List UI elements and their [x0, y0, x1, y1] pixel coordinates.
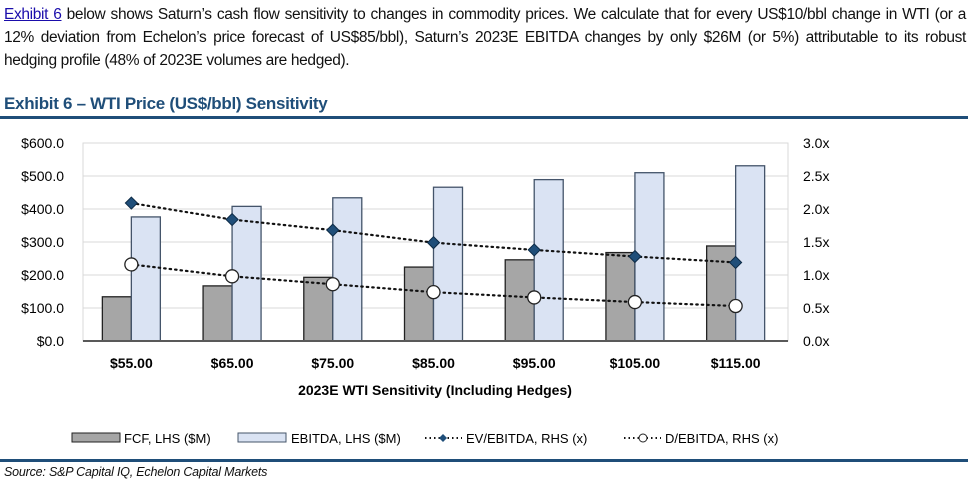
- ebitda-bar: [533, 178, 564, 342]
- y2-tick-label: 2.5x: [803, 168, 829, 184]
- y2-tick-label: 3.0x: [803, 135, 829, 151]
- x-tick-label: $65.00: [211, 355, 254, 371]
- exhibit-link[interactable]: Exhibit 6: [4, 6, 62, 23]
- bottom-rule: [0, 459, 968, 462]
- ev-ebitda-marker: [527, 243, 541, 257]
- y2-tick-label: 1.0x: [803, 267, 829, 283]
- ebitda-bar: [332, 197, 363, 342]
- x-tick-label: $55.00: [110, 355, 153, 371]
- x-axis-label: 2023E WTI Sensitivity (Including Hedges): [298, 382, 572, 398]
- d-ebitda-marker: [527, 290, 542, 305]
- legend-ev-marker: [439, 434, 447, 442]
- d-ebitda-marker: [728, 298, 743, 314]
- x-tick-label: $105.00: [610, 355, 661, 371]
- x-tick-label: $95.00: [513, 355, 556, 371]
- d-ebitda-marker: [426, 285, 441, 300]
- ev-ebitda-marker: [225, 212, 239, 227]
- y2-tick-label: 0.5x: [803, 300, 829, 316]
- ev-ebitda-marker: [628, 249, 642, 264]
- exhibit-title: Exhibit 6 – WTI Price (US$/bbl) Sensitiv…: [4, 94, 328, 113]
- d-ebitda-marker: [627, 294, 643, 310]
- y-tick-label: $100.0: [21, 300, 64, 316]
- y-tick-label: $200.0: [21, 267, 64, 283]
- y2-tick-label: 1.5x: [803, 234, 829, 250]
- y-tick-label: $600.0: [21, 135, 64, 151]
- d-ebitda-marker: [325, 277, 340, 292]
- ev-ebitda-marker: [124, 196, 139, 210]
- y2-tick-label: 0.0x: [803, 333, 829, 349]
- legend-ebitda-label: EBITDA, LHS ($M): [291, 431, 401, 446]
- x-tick-label: $115.00: [711, 355, 761, 371]
- d-ebitda-marker: [124, 257, 139, 272]
- intro-paragraph: Exhibit 6 below shows Saturn’s cash flow…: [4, 3, 966, 72]
- y-tick-label: $300.0: [21, 234, 64, 250]
- legend-ebitda-swatch: [237, 432, 287, 443]
- x-tick-label: $75.00: [311, 355, 354, 371]
- ev-ebitda-marker: [728, 255, 743, 270]
- fcf-bar: [403, 266, 435, 342]
- sensitivity-chart: $0.0 0.0x $100.0 0.5x $200.0 1.0x $300.0 1.5x $4…: [21, 135, 829, 446]
- ebitda-bar: [130, 216, 162, 342]
- fcf-bar: [101, 296, 133, 342]
- paragraph-text: below shows Saturn’s cash flow sensitivi…: [4, 6, 966, 69]
- fcf-bar: [202, 285, 233, 342]
- legend-ev-label: EV/EBITDA, RHS (x): [466, 431, 587, 446]
- legend-fcf-swatch: [71, 432, 121, 443]
- legend-d-label: D/EBITDA, RHS (x): [665, 431, 778, 446]
- legend-d-marker: [638, 433, 648, 443]
- y-tick-label: $0.0: [37, 333, 64, 349]
- x-tick-label: $85.00: [412, 355, 455, 371]
- title-rule: [0, 116, 968, 119]
- source-note: Source: S&P Capital IQ, Echelon Capital …: [4, 465, 268, 479]
- legend-fcf-label: FCF, LHS ($M): [124, 431, 211, 446]
- d-ebitda-marker: [224, 269, 240, 284]
- ev-ebitda-marker: [426, 235, 441, 250]
- ev-ebitda-marker: [326, 223, 340, 237]
- ebitda-bar: [432, 186, 464, 342]
- y2-tick-label: 2.0x: [803, 201, 829, 217]
- y-tick-label: $400.0: [21, 201, 64, 217]
- y-tick-label: $500.0: [21, 168, 64, 184]
- ebitda-bar: [734, 165, 766, 342]
